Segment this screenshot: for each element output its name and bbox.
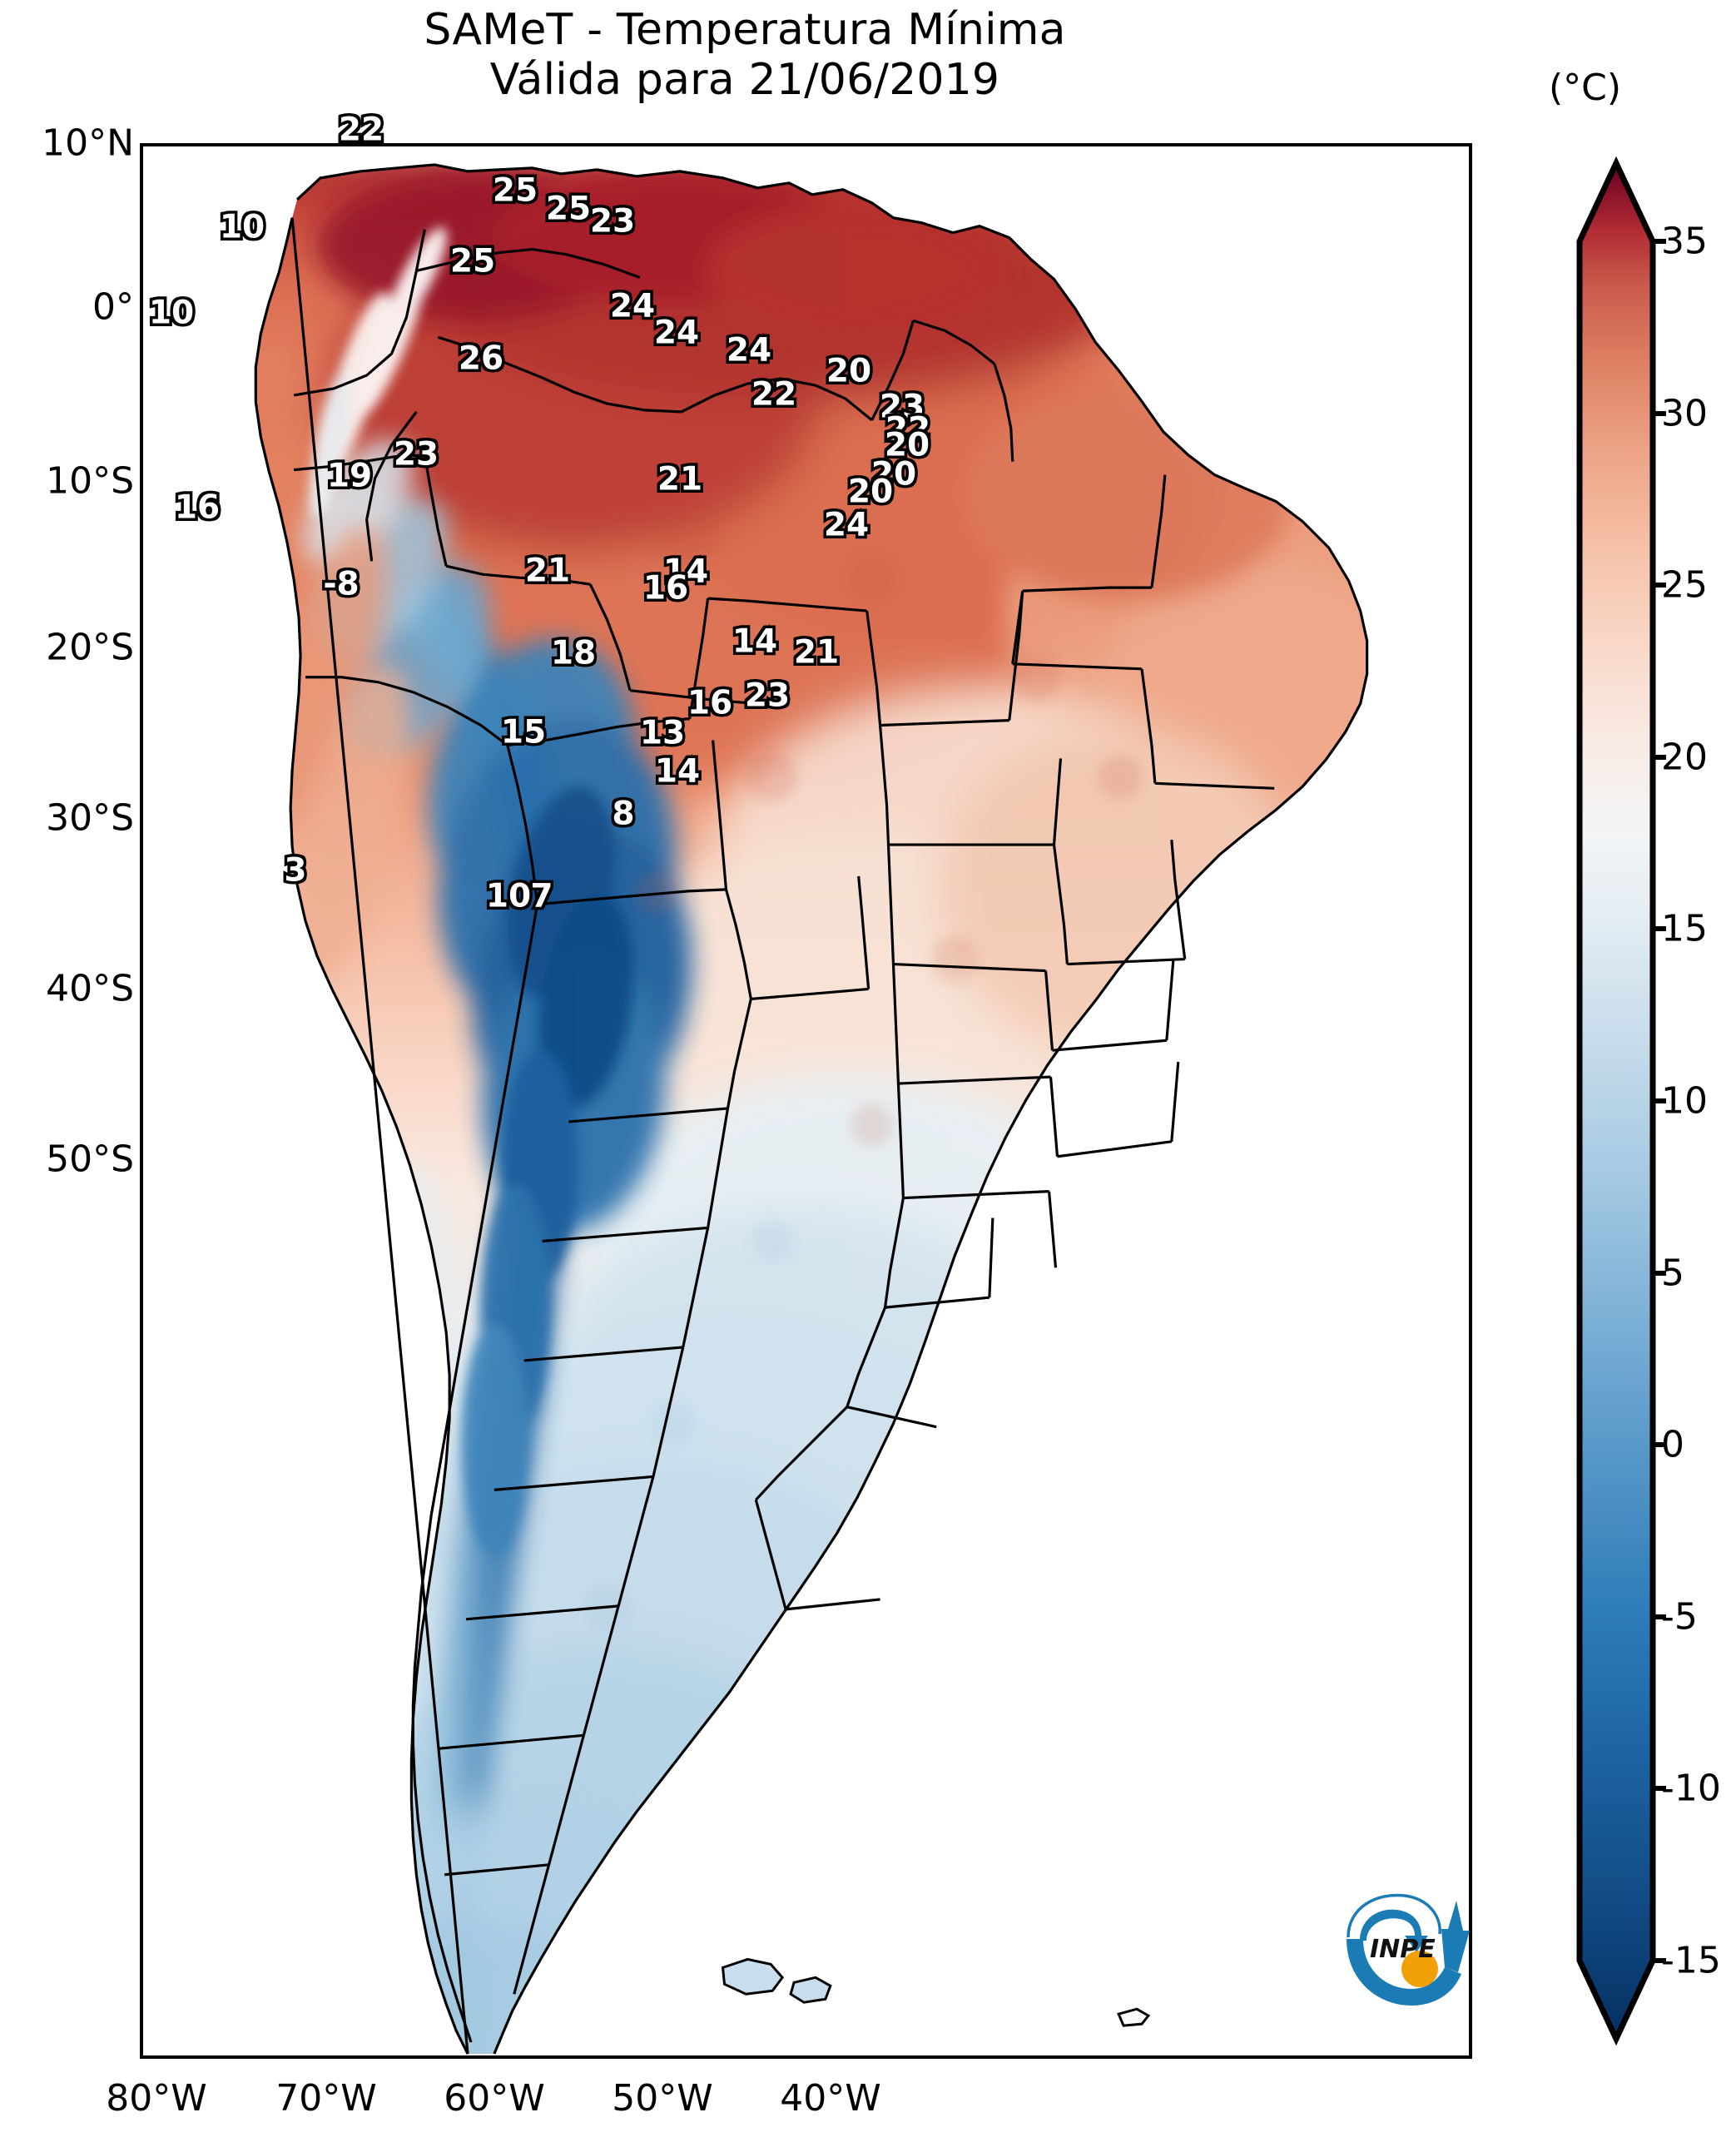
ytick-0: 0° — [92, 285, 134, 329]
xtick-60W: 60°W — [444, 2077, 545, 2120]
colorbar-tick-m15: -15 — [1661, 1939, 1721, 1982]
colorbar-gradient — [1576, 156, 1666, 2046]
colorbar-tick-m5: -5 — [1661, 1595, 1698, 1639]
ytick-10N: 10°N — [42, 121, 134, 165]
colorbar-tick-0: 0 — [1661, 1423, 1684, 1466]
logo-sun-dot — [1401, 1951, 1438, 1987]
south-georgia-island — [1117, 2007, 1151, 2027]
figure-title: SAMeT - Temperatura Mínima Válida para 2… — [0, 5, 1490, 106]
colorbar-tick-m10: -10 — [1661, 1767, 1721, 1810]
logo-text: INPE — [1370, 1935, 1436, 1964]
colorbar-tick-30: 30 — [1661, 392, 1708, 435]
ytick-10S: 10°S — [46, 459, 134, 503]
logo-inner-arrow — [1360, 1909, 1428, 1952]
title-line-2: Válida para 21/06/2019 — [489, 55, 1000, 106]
inpe-logo: INPE — [1347, 1893, 1470, 2006]
colorbar-tick-25: 25 — [1661, 563, 1708, 607]
colorbar-tick-10: 10 — [1661, 1079, 1708, 1123]
colorbar-tick-35: 35 — [1661, 220, 1708, 263]
xtick-50W: 50°W — [612, 2077, 713, 2120]
ytick-50S: 50°S — [46, 1138, 134, 1181]
colorbar-tick-20: 20 — [1661, 736, 1708, 779]
logo-orbit-ring — [1347, 1893, 1441, 1938]
map-plot-area[interactable] — [140, 143, 1472, 2059]
colorbar[interactable] — [1566, 143, 1666, 2059]
colorbar-tick-5: 5 — [1661, 1252, 1684, 1295]
ytick-40S: 40°S — [46, 967, 134, 1010]
colorbar-unit-label: (°C) — [1549, 67, 1622, 109]
xtick-40W: 40°W — [780, 2077, 881, 2120]
falkland-islands — [721, 1957, 832, 2004]
logo-arrow-up — [1441, 1901, 1470, 1972]
ytick-30S: 30°S — [46, 796, 134, 840]
title-line-1: SAMeT - Temperatura Mínima — [424, 5, 1066, 55]
colorbar-tick-15: 15 — [1661, 907, 1708, 950]
xtick-70W: 70°W — [275, 2077, 377, 2120]
country-borders — [254, 163, 1369, 2055]
ytick-20S: 20°S — [46, 626, 134, 669]
xtick-80W: 80°W — [106, 2077, 207, 2120]
logo-swoosh — [1347, 1939, 1461, 2006]
temperature-raster — [143, 146, 1469, 2055]
